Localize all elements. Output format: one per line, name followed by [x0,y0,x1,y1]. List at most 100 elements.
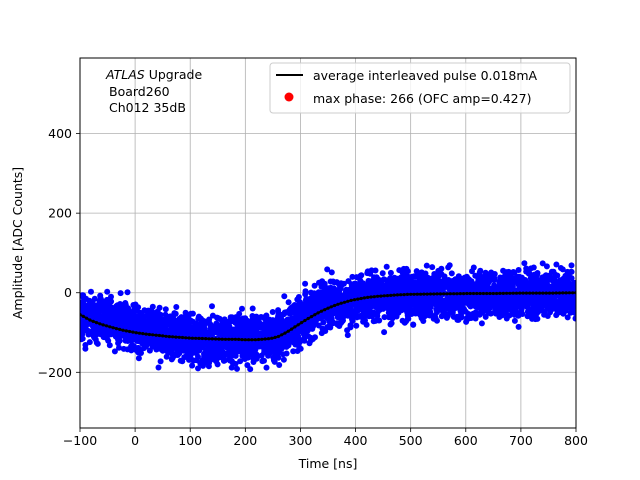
scatter-point [348,281,355,288]
scatter-point [326,318,333,325]
scatter-point [161,340,168,347]
scatter-point [264,319,271,326]
scatter-point [80,292,87,299]
scatter-point [353,322,360,329]
scatter-point [226,326,233,333]
scatter-point [308,289,314,296]
scatter-point [227,314,234,321]
annotation-line-1: ATLAS Upgrade [105,67,202,82]
scatter-point [396,285,403,291]
scatter-point [276,362,283,368]
scatter-point [503,269,510,276]
scatter-point [347,307,354,314]
scatter-point [515,267,522,273]
legend-entry-average: average interleaved pulse 0.018mA [313,68,538,83]
average-pulse-point [276,334,280,339]
average-pulse-point [174,335,178,339]
average-pulse-point [488,291,492,296]
scatter-point [310,320,317,327]
scatter-point [153,338,160,344]
scatter-point [530,301,537,307]
scatter-point [343,286,350,293]
scatter-point [472,315,479,322]
average-pulse-point [283,331,287,335]
scatter-point [302,288,309,295]
scatter-point [442,283,449,290]
average-pulse-point [405,292,409,296]
scatter-point [510,269,517,275]
scatter-point [296,312,303,319]
scatter-point [353,289,360,296]
plot-area [80,58,576,428]
legend-marker-swatch [284,92,294,102]
scatter-point [496,308,503,315]
average-pulse-point [412,292,416,296]
scatter-point [487,310,494,317]
scatter-point [125,313,131,320]
average-pulse-point [366,295,370,299]
scatter-point [302,280,309,287]
scatter-point [354,307,361,314]
scatter-point [217,341,224,348]
average-pulse-point [455,292,459,296]
scatter-point [302,297,309,304]
plot-frame [79,57,577,429]
scatter-point [434,317,440,324]
average-pulse-point [382,294,386,298]
y-tick-label: −200 [38,365,72,380]
average-pulse-point [293,325,297,329]
scatter-point [468,278,475,285]
scatter-point [473,303,480,310]
scatter-point [353,300,360,307]
average-pulse-point [352,298,357,302]
scatter-point [96,313,103,319]
scatter-point [239,349,245,356]
average-pulse-point [207,337,211,341]
scatter-point [443,314,450,321]
scatter-point [82,345,89,352]
scatter-point [424,302,431,309]
average-pulse-point [415,292,419,296]
average-pulse-point [342,300,347,304]
scatter-point [525,297,532,304]
scatter-point [365,311,372,318]
scatter-point [135,344,142,351]
scatter-point [149,303,156,310]
scatter-point [422,284,429,291]
scatter-point [461,274,468,281]
scatter-point [328,269,335,276]
average-pulse-point [260,337,264,341]
average-pulse-point [369,295,373,299]
average-pulse-point [346,299,350,303]
annotation-upgrade: Upgrade [145,67,203,82]
scatter-point [249,305,256,312]
average-pulse-point [356,297,360,301]
scatter-point [367,270,374,277]
scatter-point [307,325,314,332]
scatter-point [358,303,365,310]
average-pulse-point [131,330,135,334]
average-pulse-point [316,311,320,315]
scatter-point [372,267,379,274]
scatter-point [162,306,169,313]
average-pulse-point [266,337,271,341]
scatter-point [411,307,418,314]
average-pulse-point [428,292,433,296]
scatter-point [419,278,426,285]
scatter-point [310,301,316,308]
scatter-point [134,322,140,329]
scatter-point [206,320,213,327]
average-pulse-point [544,291,548,295]
scatter-point [479,281,486,288]
average-pulse-point [197,336,201,340]
average-pulse-point [286,329,290,333]
scatter-point [135,355,142,362]
scatter-point [460,300,467,307]
y-tick-label: 0 [64,285,72,300]
x-tick-label: 700 [509,433,533,448]
scatter-point [403,318,410,325]
scatter-point [263,364,270,371]
scatter-point [358,299,365,306]
scatter-point [190,318,196,325]
scatter-point [538,307,545,314]
